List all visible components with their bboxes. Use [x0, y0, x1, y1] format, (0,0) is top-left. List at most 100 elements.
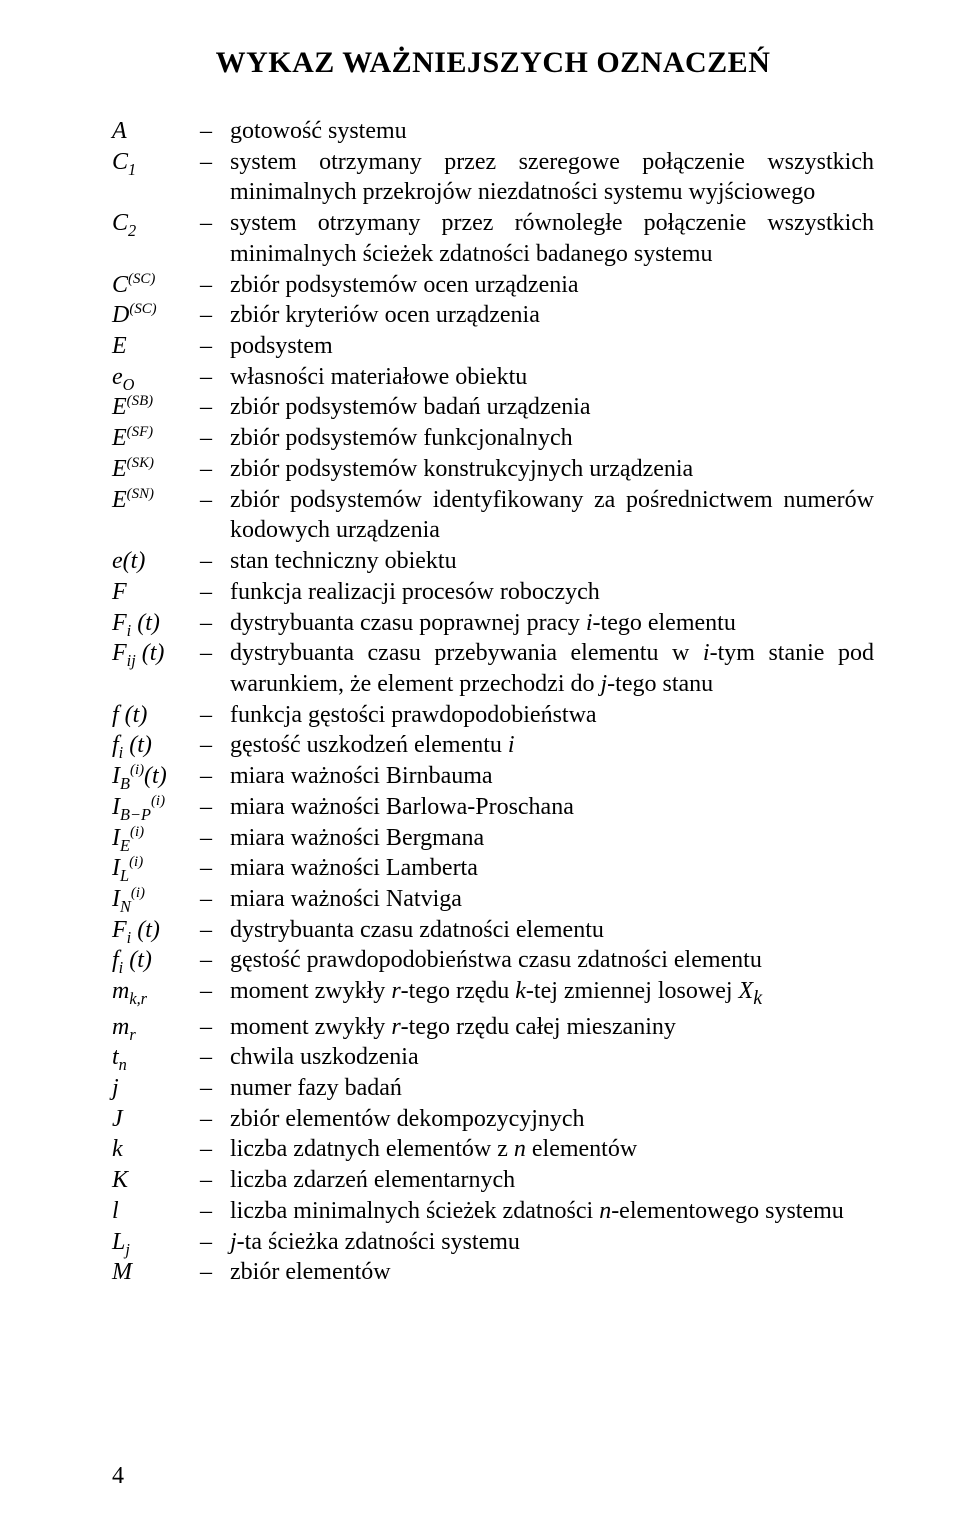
- dash-separator: –: [200, 853, 230, 884]
- dash-separator: –: [200, 454, 230, 485]
- entry-row: C2–system otrzymany przez równoległe poł…: [112, 208, 874, 269]
- entry-description: zbiór podsystemów funkcjonalnych: [230, 423, 874, 454]
- entry-row: E(SN)–zbiór podsystemów identyfikowany z…: [112, 485, 874, 546]
- entry-description: zbiór elementów dekompozycyjnych: [230, 1104, 874, 1135]
- entry-description: moment zwykły r-tego rzędu k-tej zmienne…: [230, 976, 874, 1011]
- entry-description: zbiór podsystemów konstrukcyjnych urządz…: [230, 454, 874, 485]
- entry-description: gęstość prawdopodobieństwa czasu zdatnoś…: [230, 945, 874, 976]
- entry-row: eO–własności materiałowe obiektu: [112, 362, 874, 393]
- entry-symbol: IB(i)(t): [112, 761, 200, 792]
- entry-row: IN(i)–miara ważności Natviga: [112, 884, 874, 915]
- entry-symbol: E(SF): [112, 423, 200, 454]
- dash-separator: –: [200, 577, 230, 608]
- entry-row: K–liczba zdarzeń elementarnych: [112, 1165, 874, 1196]
- entry-symbol: f (t): [112, 700, 200, 731]
- dash-separator: –: [200, 1257, 230, 1288]
- entry-symbol: IN(i): [112, 884, 200, 915]
- dash-separator: –: [200, 485, 230, 516]
- entry-description: miara ważności Lamberta: [230, 853, 874, 884]
- entry-description: liczba zdatnych elementów z n elementów: [230, 1134, 874, 1165]
- dash-separator: –: [200, 1012, 230, 1043]
- entry-row: IE(i)–miara ważności Bergmana: [112, 823, 874, 854]
- entry-symbol: Lj: [112, 1227, 200, 1258]
- entry-row: A–gotowość systemu: [112, 116, 874, 147]
- entry-description: liczba minimalnych ścieżek zdatności n-e…: [230, 1196, 874, 1227]
- dash-separator: –: [200, 761, 230, 792]
- entry-description: zbiór kryteriów ocen urządzenia: [230, 300, 874, 331]
- entry-description: dystrybuanta czasu zdatności elementu: [230, 915, 874, 946]
- entry-symbol: F: [112, 577, 200, 608]
- entry-description: system otrzymany przez szeregowe połącze…: [230, 147, 874, 208]
- entry-symbol: j: [112, 1073, 200, 1104]
- entry-description: zbiór podsystemów ocen urządzenia: [230, 270, 874, 301]
- dash-separator: –: [200, 331, 230, 362]
- entry-description: podsystem: [230, 331, 874, 362]
- entry-symbol: J: [112, 1104, 200, 1135]
- page-title: WYKAZ WAŻNIEJSZYCH OZNACZEŃ: [112, 46, 874, 80]
- entry-symbol: C(SC): [112, 270, 200, 301]
- entry-row: C1–system otrzymany przez szeregowe połą…: [112, 147, 874, 208]
- entry-description: zbiór elementów: [230, 1257, 874, 1288]
- entry-row: Fi (t)–dystrybuanta czasu zdatności elem…: [112, 915, 874, 946]
- entry-symbol: IL(i): [112, 853, 200, 884]
- dash-separator: –: [200, 546, 230, 577]
- entry-row: E(SF)–zbiór podsystemów funkcjonalnych: [112, 423, 874, 454]
- entry-symbol: D(SC): [112, 300, 200, 331]
- entry-row: IB−P(i)–miara ważności Barlowa-Proschana: [112, 792, 874, 823]
- entry-row: M–zbiór elementów: [112, 1257, 874, 1288]
- dash-separator: –: [200, 1104, 230, 1135]
- entry-description: stan techniczny obiektu: [230, 546, 874, 577]
- dash-separator: –: [200, 423, 230, 454]
- entry-row: Fij (t)–dystrybuanta czasu przebywania e…: [112, 638, 874, 699]
- entry-symbol: C2: [112, 208, 200, 239]
- entry-description: miara ważności Birnbauma: [230, 761, 874, 792]
- entry-description: funkcja gęstości prawdopodobieństwa: [230, 700, 874, 731]
- entry-symbol: eO: [112, 362, 200, 393]
- entry-description: chwila uszkodzenia: [230, 1042, 874, 1073]
- dash-separator: –: [200, 147, 230, 178]
- entry-symbol: mr: [112, 1012, 200, 1043]
- dash-separator: –: [200, 792, 230, 823]
- entry-symbol: fi (t): [112, 730, 200, 761]
- entry-description: dystrybuanta czasu przebywania elementu …: [230, 638, 874, 699]
- entry-row: Fi (t)–dystrybuanta czasu poprawnej prac…: [112, 608, 874, 639]
- entry-symbol: k: [112, 1134, 200, 1165]
- dash-separator: –: [200, 823, 230, 854]
- entry-description: gotowość systemu: [230, 116, 874, 147]
- entry-symbol: l: [112, 1196, 200, 1227]
- dash-separator: –: [200, 300, 230, 331]
- entry-description: dystrybuanta czasu poprawnej pracy i-teg…: [230, 608, 874, 639]
- entry-row: Lj–j-ta ścieżka zdatności systemu: [112, 1227, 874, 1258]
- entry-symbol: C1: [112, 147, 200, 178]
- entry-description: miara ważności Natviga: [230, 884, 874, 915]
- entry-symbol: Fi (t): [112, 608, 200, 639]
- dash-separator: –: [200, 270, 230, 301]
- entry-symbol: E: [112, 331, 200, 362]
- entry-description: miara ważności Bergmana: [230, 823, 874, 854]
- entry-symbol: E(SB): [112, 392, 200, 423]
- entry-description: system otrzymany przez równoległe połącz…: [230, 208, 874, 269]
- entry-symbol: Fi (t): [112, 915, 200, 946]
- entries-list: A–gotowość systemuC1–system otrzymany pr…: [112, 116, 874, 1288]
- dash-separator: –: [200, 1196, 230, 1227]
- dash-separator: –: [200, 208, 230, 239]
- entry-symbol: A: [112, 116, 200, 147]
- entry-description: własności materiałowe obiektu: [230, 362, 874, 393]
- entry-symbol: tn: [112, 1042, 200, 1073]
- entry-row: j–numer fazy badań: [112, 1073, 874, 1104]
- entry-row: e(t)–stan techniczny obiektu: [112, 546, 874, 577]
- entry-row: k–liczba zdatnych elementów z n elementó…: [112, 1134, 874, 1165]
- entry-description: j-ta ścieżka zdatności systemu: [230, 1227, 874, 1258]
- entry-row: E(SB)–zbiór podsystemów badań urządzenia: [112, 392, 874, 423]
- entry-symbol: Fij (t): [112, 638, 200, 669]
- entry-row: F–funkcja realizacji procesów roboczych: [112, 577, 874, 608]
- entry-row: l–liczba minimalnych ścieżek zdatności n…: [112, 1196, 874, 1227]
- dash-separator: –: [200, 1165, 230, 1196]
- entry-symbol: IE(i): [112, 823, 200, 854]
- entry-row: E(SK)–zbiór podsystemów konstrukcyjnych …: [112, 454, 874, 485]
- entry-row: IL(i)–miara ważności Lamberta: [112, 853, 874, 884]
- dash-separator: –: [200, 1073, 230, 1104]
- entry-symbol: e(t): [112, 546, 200, 577]
- entry-row: IB(i)(t)–miara ważności Birnbauma: [112, 761, 874, 792]
- page-number: 4: [112, 1463, 124, 1490]
